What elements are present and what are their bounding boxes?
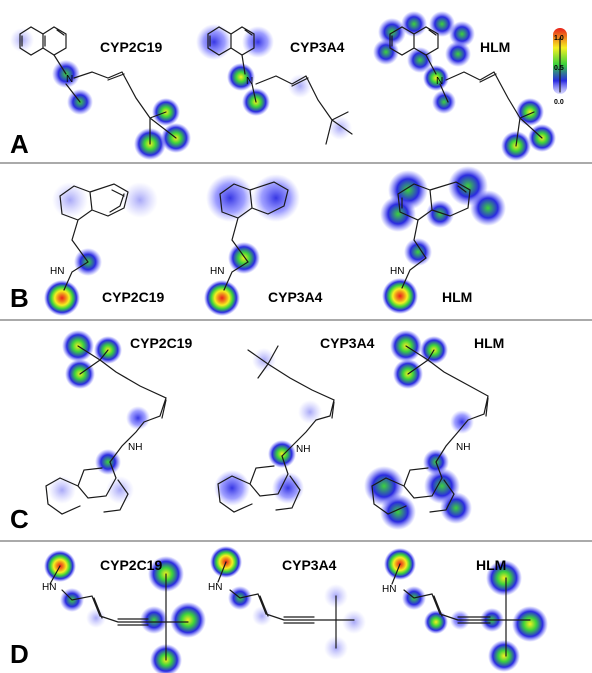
heat-spot — [426, 200, 454, 228]
atom-hn: HN — [50, 266, 64, 277]
panel-letter-a: A — [10, 129, 29, 159]
heat-spot — [272, 472, 304, 504]
d-cyp3a4-molecule: HN — [208, 546, 366, 660]
heat-spot — [140, 606, 168, 634]
a-hlm-molecule: N — [373, 11, 556, 161]
c-cyp2c19-molecule: NH — [45, 330, 167, 515]
color-scale: 1.0 0.5 0.0 — [553, 28, 567, 106]
heat-spot — [440, 492, 472, 524]
label-c-hlm: HLM — [474, 335, 504, 351]
atom-hn: HN — [208, 582, 222, 593]
heat-spot — [252, 606, 272, 626]
heat-spot — [445, 41, 471, 67]
label-d-cyp3a4: CYP3A4 — [282, 557, 337, 573]
panel-b: B HN CYP2C19 HN CYP3A4 — [10, 166, 506, 316]
atom-hn: HN — [390, 266, 404, 277]
heat-spot — [429, 11, 455, 37]
heat-spot — [44, 280, 80, 316]
heat-spot — [373, 39, 399, 65]
heat-spot — [48, 476, 76, 504]
heat-spot — [342, 610, 366, 634]
heat-spot — [298, 400, 322, 424]
heat-spot — [228, 242, 260, 274]
heat-spot — [268, 440, 296, 468]
label-b-cyp3a4: CYP3A4 — [268, 289, 323, 305]
heat-spot — [288, 74, 312, 98]
heat-spot — [206, 174, 254, 222]
heat-spot — [86, 608, 106, 628]
atom-hn: HN — [382, 584, 396, 595]
panel-letter-b: B — [10, 283, 29, 313]
b-hlm-molecule: HN — [380, 166, 506, 314]
heat-spot — [378, 18, 406, 46]
label-c-cyp2c19: CYP2C19 — [130, 335, 192, 351]
heat-spot — [404, 238, 432, 266]
label-d-cyp2c19: CYP2C19 — [100, 557, 162, 573]
heat-spot — [196, 24, 232, 60]
heat-spot — [52, 182, 88, 218]
heat-spot — [401, 11, 427, 37]
a-cyp2c19-molecule: N — [10, 26, 191, 160]
label-b-cyp2c19: CYP2C19 — [102, 289, 164, 305]
d-hlm-molecule: HN — [382, 548, 548, 672]
c-hlm-molecule: NH — [364, 330, 489, 530]
atom-nh: NH — [296, 444, 310, 455]
a-cyp3a4-molecule: N — [196, 24, 353, 145]
heat-spot — [516, 98, 544, 126]
heat-spot — [122, 182, 158, 218]
b-cyp3a4-molecule: HN — [204, 174, 300, 316]
heat-spot — [488, 640, 520, 672]
heat-spot — [382, 278, 418, 314]
heat-spot — [227, 63, 255, 91]
atom-nh: NH — [456, 442, 470, 453]
label-b-hlm: HLM — [442, 289, 472, 305]
heat-spot — [204, 280, 240, 316]
heat-spot — [252, 348, 276, 372]
heat-spot — [512, 606, 548, 642]
heat-spot — [424, 610, 448, 634]
label-a-cyp3a4: CYP3A4 — [290, 39, 345, 55]
panel-a: A N CYP2C19 N CYP3A4 — [10, 11, 567, 161]
heat-spot — [126, 406, 150, 430]
heat-spot — [214, 470, 250, 506]
heat-spot — [486, 560, 522, 596]
heat-spot — [252, 174, 300, 222]
label-c-cyp3a4: CYP3A4 — [320, 335, 375, 351]
heat-spot — [470, 190, 506, 226]
heat-spot — [106, 476, 134, 504]
panel-letter-c: C — [10, 504, 29, 534]
atom-n: N — [246, 76, 253, 87]
heat-spot — [450, 410, 474, 434]
heat-spot — [380, 494, 416, 530]
label-d-hlm: HLM — [476, 557, 506, 573]
panel-c: C NH CYP2C19 NH CYP3A4 — [10, 330, 504, 534]
atom-hn: HN — [210, 266, 224, 277]
atom-nh: NH — [128, 442, 142, 453]
scale-min: 0.0 — [554, 99, 564, 106]
atom-n: N — [436, 76, 443, 87]
d-cyp2c19-molecule: HN — [42, 550, 206, 673]
heat-spot — [407, 47, 433, 73]
heat-spot — [449, 21, 475, 47]
heat-spot — [423, 65, 449, 91]
panel-d: D HN CYP2C19 HN CYP3A4 — [10, 546, 548, 673]
scale-max: 1.0 — [554, 35, 564, 42]
label-a-cyp2c19: CYP2C19 — [100, 39, 162, 55]
heat-spot — [170, 602, 206, 638]
b-cyp2c19-molecule: HN — [44, 182, 158, 316]
c-cyp3a4-molecule: NH — [214, 345, 335, 513]
panel-letter-d: D — [10, 639, 29, 669]
label-a-hlm: HLM — [480, 39, 510, 55]
heat-spot — [432, 90, 456, 114]
atom-hn: HN — [42, 582, 56, 593]
scale-mid: 0.5 — [554, 65, 564, 72]
heat-spot — [380, 196, 416, 232]
atom-n: N — [66, 74, 73, 85]
